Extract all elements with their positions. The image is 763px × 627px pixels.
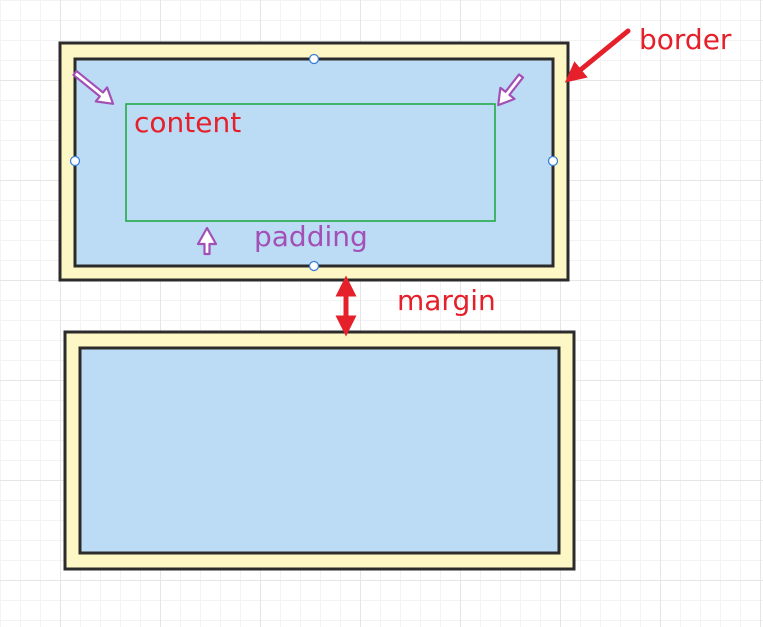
padding-arrow-top-left-icon xyxy=(72,69,115,105)
padding-label: padding xyxy=(254,220,368,253)
padding-arrow-top-right-icon xyxy=(497,73,525,107)
content-label: content xyxy=(134,106,241,139)
selection-handle-right-icon[interactable] xyxy=(547,155,559,167)
top-box-padding-area xyxy=(73,57,555,268)
content-box xyxy=(125,103,496,222)
bottom-box xyxy=(63,330,576,571)
selection-handle-bottom-icon[interactable] xyxy=(308,260,320,272)
border-arrow-icon xyxy=(564,28,631,83)
selection-handle-top-icon[interactable] xyxy=(308,53,320,65)
top-box xyxy=(58,41,570,282)
margin-label: margin xyxy=(397,284,496,317)
bottom-box-padding-area xyxy=(78,346,561,555)
padding-arrow-bottom-icon xyxy=(196,226,218,256)
border-label: border xyxy=(639,23,732,56)
selection-handle-left-icon[interactable] xyxy=(69,155,81,167)
